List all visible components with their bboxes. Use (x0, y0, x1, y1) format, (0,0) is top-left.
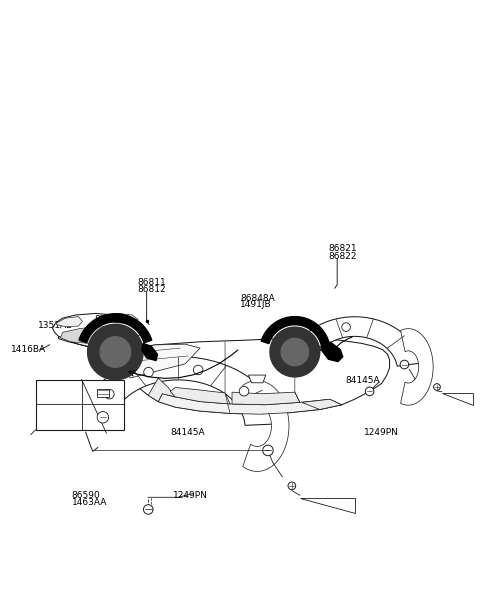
Text: 86821: 86821 (328, 244, 357, 254)
Polygon shape (288, 317, 421, 366)
Text: 86811: 86811 (137, 278, 166, 287)
Polygon shape (243, 381, 289, 471)
Bar (97, 389, 108, 398)
Circle shape (144, 505, 153, 514)
Polygon shape (57, 317, 83, 327)
Polygon shape (78, 357, 278, 426)
Circle shape (365, 387, 374, 396)
Polygon shape (100, 337, 131, 367)
Text: 82442: 82442 (94, 315, 122, 324)
Text: 86822: 86822 (328, 252, 357, 261)
Polygon shape (52, 314, 145, 350)
Polygon shape (170, 387, 230, 404)
Circle shape (239, 387, 249, 396)
Polygon shape (106, 314, 138, 323)
Polygon shape (88, 324, 143, 380)
Circle shape (342, 323, 350, 331)
Circle shape (263, 445, 273, 455)
Polygon shape (261, 317, 328, 344)
Text: 1351AE: 1351AE (38, 321, 73, 330)
Polygon shape (158, 394, 342, 414)
Circle shape (105, 389, 114, 399)
Text: 84145A: 84145A (345, 376, 380, 385)
Polygon shape (302, 399, 342, 409)
Text: 86812: 86812 (137, 285, 166, 294)
Polygon shape (148, 378, 175, 402)
Circle shape (97, 412, 108, 423)
Polygon shape (401, 329, 433, 405)
Circle shape (288, 482, 296, 489)
Polygon shape (281, 338, 309, 365)
Polygon shape (59, 336, 390, 414)
Circle shape (433, 384, 440, 390)
Circle shape (193, 365, 203, 375)
Polygon shape (142, 344, 157, 361)
Bar (36, 379, 124, 430)
Circle shape (144, 367, 153, 377)
Text: 86848A: 86848A (240, 294, 275, 303)
Polygon shape (270, 327, 320, 377)
Circle shape (400, 360, 409, 369)
Text: 1463AA: 1463AA (72, 497, 107, 506)
Text: 1249PN: 1249PN (173, 491, 208, 500)
Text: 86590: 86590 (72, 491, 100, 500)
Polygon shape (60, 327, 135, 344)
Polygon shape (300, 498, 355, 513)
Polygon shape (442, 393, 473, 405)
Text: 1491JB: 1491JB (240, 300, 272, 309)
Polygon shape (232, 392, 300, 405)
Text: 1416BA: 1416BA (11, 345, 47, 354)
Text: 1249PN: 1249PN (363, 428, 398, 437)
Polygon shape (249, 375, 266, 383)
Polygon shape (79, 314, 152, 343)
Polygon shape (98, 344, 200, 378)
Text: 84145A: 84145A (170, 428, 205, 437)
Polygon shape (321, 340, 343, 362)
